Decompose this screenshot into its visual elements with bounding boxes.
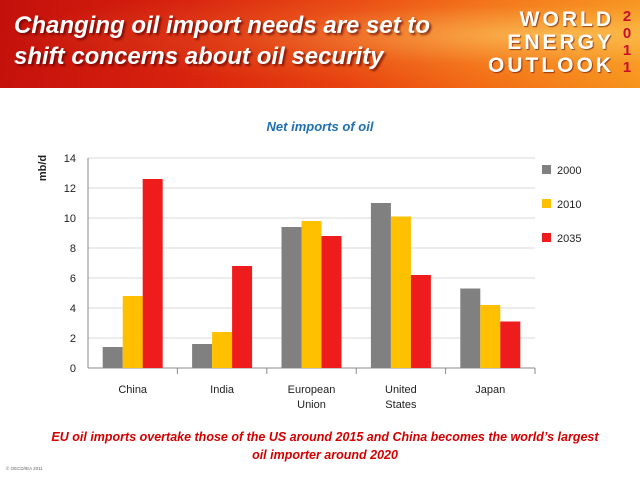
weo-logo-word-2: ENERGY bbox=[507, 31, 614, 54]
y-tick-label: 14 bbox=[64, 153, 76, 165]
x-tick-label: European bbox=[288, 384, 336, 396]
weo-year-digit-1: 2 bbox=[622, 8, 632, 25]
y-tick-label: 6 bbox=[70, 273, 76, 285]
bar-2010-european-union bbox=[301, 221, 322, 368]
x-tick-label: United bbox=[385, 384, 417, 396]
copyright-notice: © OECD/IEA 2011 bbox=[6, 466, 43, 471]
bar-2035-japan bbox=[500, 321, 521, 368]
legend-swatch-2035 bbox=[542, 233, 551, 242]
footer-note-line-1: EU oil imports overtake those of the US … bbox=[51, 430, 599, 444]
x-tick-label: China bbox=[118, 384, 148, 396]
slide-title-line-1: Changing oil import needs are set to bbox=[14, 12, 431, 39]
x-tick-label: States bbox=[385, 399, 417, 411]
y-tick-label: 2 bbox=[70, 333, 76, 345]
bar-2010-united-states bbox=[390, 216, 411, 368]
legend-swatch-2010 bbox=[542, 199, 551, 208]
weo-year-digit-3: 1 bbox=[622, 42, 632, 59]
weo-logo-word-1: WORLD bbox=[519, 8, 614, 31]
bar-2000-india bbox=[192, 344, 213, 368]
weo-year-digit-2: 0 bbox=[622, 25, 632, 42]
x-tick-label: India bbox=[210, 384, 235, 396]
footer-note: EU oil imports overtake those of the US … bbox=[10, 428, 640, 464]
legend-label-2000: 2000 bbox=[557, 165, 581, 177]
bar-2010-india bbox=[212, 332, 233, 368]
y-tick-label: 8 bbox=[70, 243, 76, 255]
y-tick-label: 0 bbox=[70, 363, 76, 375]
weo-logo-year: 2 0 1 1 bbox=[620, 8, 634, 76]
banner-glow bbox=[0, 0, 640, 88]
legend-label-2010: 2010 bbox=[557, 199, 581, 211]
net-imports-chart: 0 2 4 6 8 10 12 14 mb/d China India European Union Un… bbox=[37, 153, 581, 411]
weo-logo-word-3: OUTLOOK bbox=[488, 54, 614, 77]
y-tick-label: 4 bbox=[70, 303, 76, 315]
weo-logo: WORLD ENERGY OUTLOOK bbox=[488, 8, 614, 77]
bar-2035-china bbox=[142, 179, 163, 368]
weo-year-digit-4: 1 bbox=[622, 59, 632, 76]
slide-title: Changing oil import needs are set to shi… bbox=[14, 10, 474, 72]
bar-2010-china bbox=[122, 296, 143, 368]
bar-2000-japan bbox=[460, 288, 481, 368]
bar-2035-european-union bbox=[321, 236, 342, 368]
y-tick-label: 12 bbox=[64, 183, 76, 195]
bar-2000-european-union bbox=[281, 227, 302, 368]
y-tick-label: 10 bbox=[64, 213, 76, 225]
slide-title-line-2: shift concerns about oil security bbox=[14, 43, 384, 70]
header-banner: Changing oil import needs are set to shi… bbox=[0, 0, 640, 88]
x-tick-label: Union bbox=[297, 399, 326, 411]
x-tick-label: Japan bbox=[475, 384, 505, 396]
y-axis-label: mb/d bbox=[37, 155, 49, 181]
bar-2000-china bbox=[102, 347, 123, 368]
footer-note-line-2: oil importer around 2020 bbox=[252, 448, 398, 462]
chart-title: Net imports of oil bbox=[266, 119, 374, 134]
bar-2035-india bbox=[232, 266, 253, 368]
bar-2010-japan bbox=[480, 305, 501, 368]
legend-label-2035: 2035 bbox=[557, 233, 581, 245]
bar-2035-united-states bbox=[410, 275, 431, 368]
legend-swatch-2000 bbox=[542, 165, 551, 174]
bar-2000-united-states bbox=[370, 203, 391, 368]
